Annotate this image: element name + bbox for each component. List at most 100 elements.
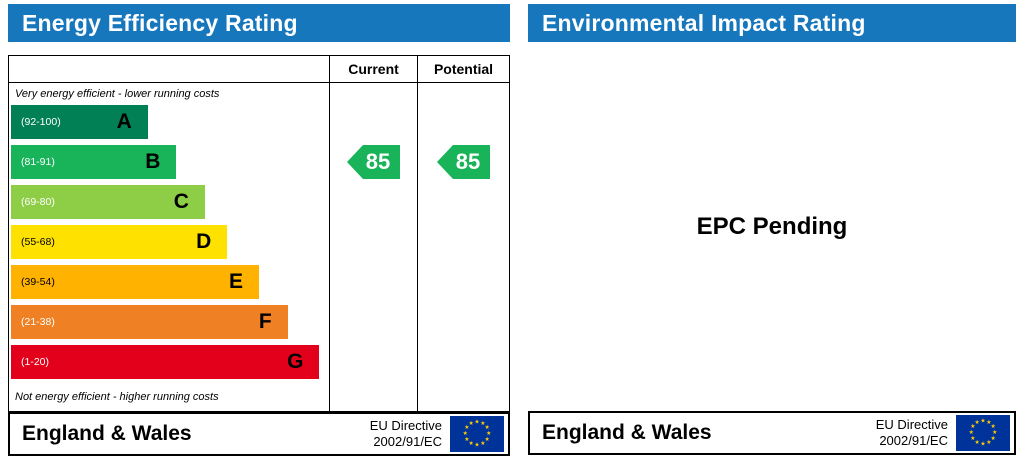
band-g: (1-20) G (11, 345, 320, 379)
band-f: (21-38) F (11, 305, 288, 339)
bottom-note-row: Not energy efficient - higher running co… (9, 385, 509, 411)
environmental-title-bar: Environmental Impact Rating (528, 4, 1016, 42)
band-range: (1-20) (21, 356, 50, 368)
svg-text:★: ★ (980, 441, 985, 448)
top-note-row: Very energy efficient - lower running co… (9, 83, 509, 105)
eu-directive-line1: EU Directive (369, 417, 442, 433)
footer-region: England & Wales (542, 421, 712, 444)
band-row-f: (21-38) F (9, 305, 509, 345)
band-range: (39-54) (21, 276, 55, 288)
svg-text:★: ★ (980, 417, 985, 424)
column-header-potential: Potential (417, 56, 509, 82)
epc-pending-text: EPC Pending (696, 212, 848, 240)
right-footer: England & Wales EU Directive 2002/91/EC … (528, 411, 1016, 455)
band-range: (55-68) (21, 236, 55, 248)
band-letter: D (196, 230, 212, 253)
svg-text:★: ★ (986, 419, 991, 426)
svg-text:★: ★ (991, 423, 996, 430)
potential-col-cell (417, 105, 509, 145)
potential-col-cell (417, 83, 509, 105)
current-rating-arrow: 85 (346, 145, 401, 179)
current-col-cell (329, 385, 417, 411)
band-range: (81-91) (21, 156, 55, 168)
environmental-impact-panel: Environmental Impact Rating EPC Pending … (528, 4, 1016, 456)
eu-flag-icon: ★ ★ ★ ★ ★ ★ ★ ★ ★ ★ ★ ★ (956, 415, 1010, 451)
band-b: (81-91) B (11, 145, 177, 179)
svg-text:★: ★ (474, 418, 479, 425)
band-letter: C (173, 190, 189, 213)
band-row-b: (81-91) B 85 85 (9, 145, 509, 185)
potential-col-cell (417, 385, 509, 411)
current-rating-value: 85 (362, 145, 401, 179)
current-col-cell (329, 105, 417, 145)
band-letter: G (287, 350, 304, 373)
svg-text:★: ★ (464, 436, 469, 443)
band-range: (69-80) (21, 196, 55, 208)
band-row-e: (39-54) E (9, 265, 509, 305)
svg-text:★: ★ (463, 430, 468, 437)
band-range: (92-100) (21, 116, 61, 128)
svg-text:★: ★ (991, 435, 996, 442)
potential-col-cell (417, 305, 509, 345)
potential-col-cell (417, 185, 509, 225)
chart-header-row: Current Potential (9, 56, 509, 83)
eu-directive-line2: 2002/91/EC (879, 433, 948, 448)
potential-rating-value: 85 (452, 145, 491, 179)
potential-col-cell (417, 265, 509, 305)
band-row-d: (55-68) D (9, 225, 509, 265)
svg-text:★: ★ (992, 429, 997, 436)
band-letter: B (145, 150, 161, 173)
current-col-cell (329, 225, 417, 265)
band-d: (55-68) D (11, 225, 228, 259)
bands-header-spacer (9, 56, 329, 82)
potential-col-cell: 85 (417, 145, 509, 185)
band-row-a: (92-100) A (9, 105, 509, 145)
arrow-tip-icon (346, 145, 363, 179)
eu-directive-text: EU Directive 2002/91/EC (370, 418, 450, 451)
svg-text:★: ★ (975, 439, 980, 446)
potential-col-cell (417, 225, 509, 265)
band-c: (69-80) C (11, 185, 205, 219)
svg-text:★: ★ (970, 423, 975, 430)
eu-directive-line2: 2002/91/EC (373, 434, 442, 449)
energy-title: Energy Efficiency Rating (22, 9, 298, 36)
band-letter: F (258, 310, 272, 333)
top-note: Very energy efficient - lower running co… (15, 88, 220, 100)
svg-text:★: ★ (480, 440, 485, 447)
current-col-cell (329, 185, 417, 225)
svg-text:★: ★ (975, 419, 980, 426)
arrow-tip-icon (436, 145, 453, 179)
band-e: (39-54) E (11, 265, 260, 299)
eu-flag-icon: ★ ★ ★ ★ ★ ★ ★ ★ ★ ★ ★ ★ (450, 416, 504, 452)
energy-efficiency-panel: Energy Efficiency Rating Current Potenti… (8, 4, 510, 456)
svg-text:★: ★ (970, 435, 975, 442)
current-col-cell (329, 83, 417, 105)
band-row-g: (1-20) G (9, 345, 509, 385)
svg-text:★: ★ (486, 430, 491, 437)
column-header-current: Current (329, 56, 417, 82)
svg-text:★: ★ (474, 442, 479, 449)
svg-text:★: ★ (986, 439, 991, 446)
potential-rating-arrow: 85 (436, 145, 491, 179)
current-col-cell: 85 (329, 145, 417, 185)
eu-directive-line1: EU Directive (875, 416, 948, 432)
current-col-cell (329, 305, 417, 345)
energy-chart: Current Potential Very energy efficient … (8, 55, 510, 412)
band-row-c: (69-80) C (9, 185, 509, 225)
svg-text:★: ★ (480, 420, 485, 427)
band-letter: A (116, 110, 132, 133)
footer-region: England & Wales (22, 422, 192, 445)
left-footer: England & Wales EU Directive 2002/91/EC … (8, 412, 510, 456)
bottom-note: Not energy efficient - higher running co… (15, 391, 219, 403)
potential-col-cell (417, 345, 509, 385)
band-a: (92-100) A (11, 105, 148, 139)
svg-text:★: ★ (969, 429, 974, 436)
band-range: (21-38) (21, 316, 55, 328)
svg-text:★: ★ (469, 420, 474, 427)
current-col-cell (329, 265, 417, 305)
svg-text:★: ★ (485, 436, 490, 443)
current-col-cell (329, 345, 417, 385)
eu-directive-text: EU Directive 2002/91/EC (876, 417, 956, 450)
svg-text:★: ★ (464, 424, 469, 431)
